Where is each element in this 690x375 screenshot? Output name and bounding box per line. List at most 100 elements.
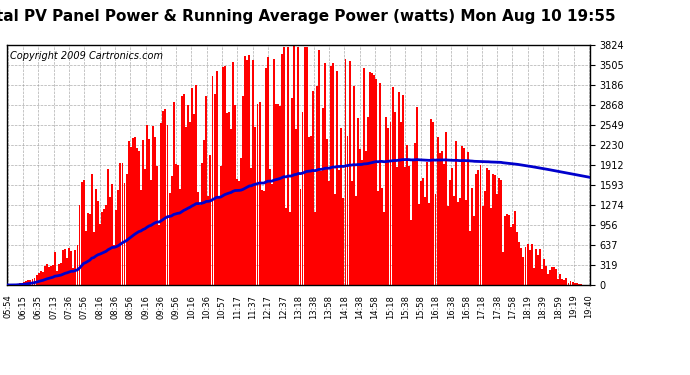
Bar <box>535 249 537 285</box>
Bar <box>502 252 504 285</box>
Bar <box>91 174 92 285</box>
Bar <box>498 178 500 285</box>
Bar <box>60 263 62 285</box>
Bar <box>424 196 426 285</box>
Bar <box>232 62 234 285</box>
Bar <box>410 220 412 285</box>
Bar <box>567 283 569 285</box>
Bar <box>187 105 189 285</box>
Bar <box>471 188 473 285</box>
Bar <box>242 96 244 285</box>
Bar <box>157 166 158 285</box>
Bar <box>441 151 442 285</box>
Bar <box>257 104 259 285</box>
Bar <box>346 136 348 285</box>
Bar <box>70 251 72 285</box>
Bar <box>322 108 324 285</box>
Bar <box>83 180 85 285</box>
Bar <box>295 129 297 285</box>
Bar <box>580 284 582 285</box>
Bar <box>504 216 506 285</box>
Bar <box>179 189 181 285</box>
Bar <box>64 249 66 285</box>
Bar <box>475 174 477 285</box>
Bar <box>494 175 496 285</box>
Bar <box>21 284 23 285</box>
Bar <box>522 257 524 285</box>
Bar <box>569 281 571 285</box>
Bar <box>391 87 393 285</box>
Bar <box>402 95 404 285</box>
Bar <box>101 212 103 285</box>
Bar <box>318 50 320 285</box>
Bar <box>453 196 455 285</box>
Bar <box>400 122 402 285</box>
Bar <box>253 60 255 285</box>
Bar <box>338 170 340 285</box>
Bar <box>488 170 490 285</box>
Bar <box>428 203 431 285</box>
Bar <box>113 246 115 285</box>
Bar <box>492 174 494 285</box>
Bar <box>541 268 543 285</box>
Bar <box>571 282 573 285</box>
Bar <box>210 154 211 285</box>
Bar <box>510 227 512 285</box>
Bar <box>359 149 361 285</box>
Bar <box>119 162 121 285</box>
Bar <box>287 46 289 285</box>
Bar <box>162 111 164 285</box>
Bar <box>520 248 522 285</box>
Bar <box>447 206 448 285</box>
Bar <box>38 273 39 285</box>
Bar <box>524 248 526 285</box>
Bar <box>422 178 424 285</box>
Bar <box>373 75 375 285</box>
Bar <box>19 284 21 285</box>
Bar <box>406 146 408 285</box>
Bar <box>195 85 197 285</box>
Bar <box>140 190 142 285</box>
Bar <box>380 83 382 285</box>
Bar <box>348 61 351 285</box>
Bar <box>377 191 380 285</box>
Bar <box>267 57 268 285</box>
Bar <box>435 194 437 285</box>
Text: Total PV Panel Power & Running Average Power (watts) Mon Aug 10 19:55: Total PV Panel Power & Running Average P… <box>0 9 616 24</box>
Bar <box>166 125 168 285</box>
Bar <box>291 98 293 285</box>
Bar <box>486 168 488 285</box>
Text: Copyright 2009 Cartronics.com: Copyright 2009 Cartronics.com <box>10 51 163 61</box>
Bar <box>240 158 242 285</box>
Bar <box>365 151 367 285</box>
Bar <box>56 271 58 285</box>
Bar <box>130 147 132 285</box>
Bar <box>93 232 95 285</box>
Bar <box>461 146 463 285</box>
Bar <box>324 63 326 285</box>
Bar <box>275 104 277 285</box>
Bar <box>420 181 422 285</box>
Bar <box>426 162 428 285</box>
Bar <box>336 72 338 285</box>
Bar <box>168 193 170 285</box>
Bar <box>533 268 535 285</box>
Bar <box>331 66 332 285</box>
Bar <box>99 224 101 285</box>
Bar <box>172 102 175 285</box>
Bar <box>107 169 109 285</box>
Bar <box>208 196 209 285</box>
Bar <box>393 112 395 285</box>
Bar <box>32 279 33 285</box>
Bar <box>215 71 217 285</box>
Bar <box>431 119 433 285</box>
Bar <box>134 136 136 285</box>
Bar <box>204 140 206 285</box>
Bar <box>238 181 240 285</box>
Bar <box>549 270 551 285</box>
Bar <box>340 128 342 285</box>
Bar <box>555 269 557 285</box>
Bar <box>219 165 221 285</box>
Bar <box>384 212 385 285</box>
Bar <box>477 170 480 285</box>
